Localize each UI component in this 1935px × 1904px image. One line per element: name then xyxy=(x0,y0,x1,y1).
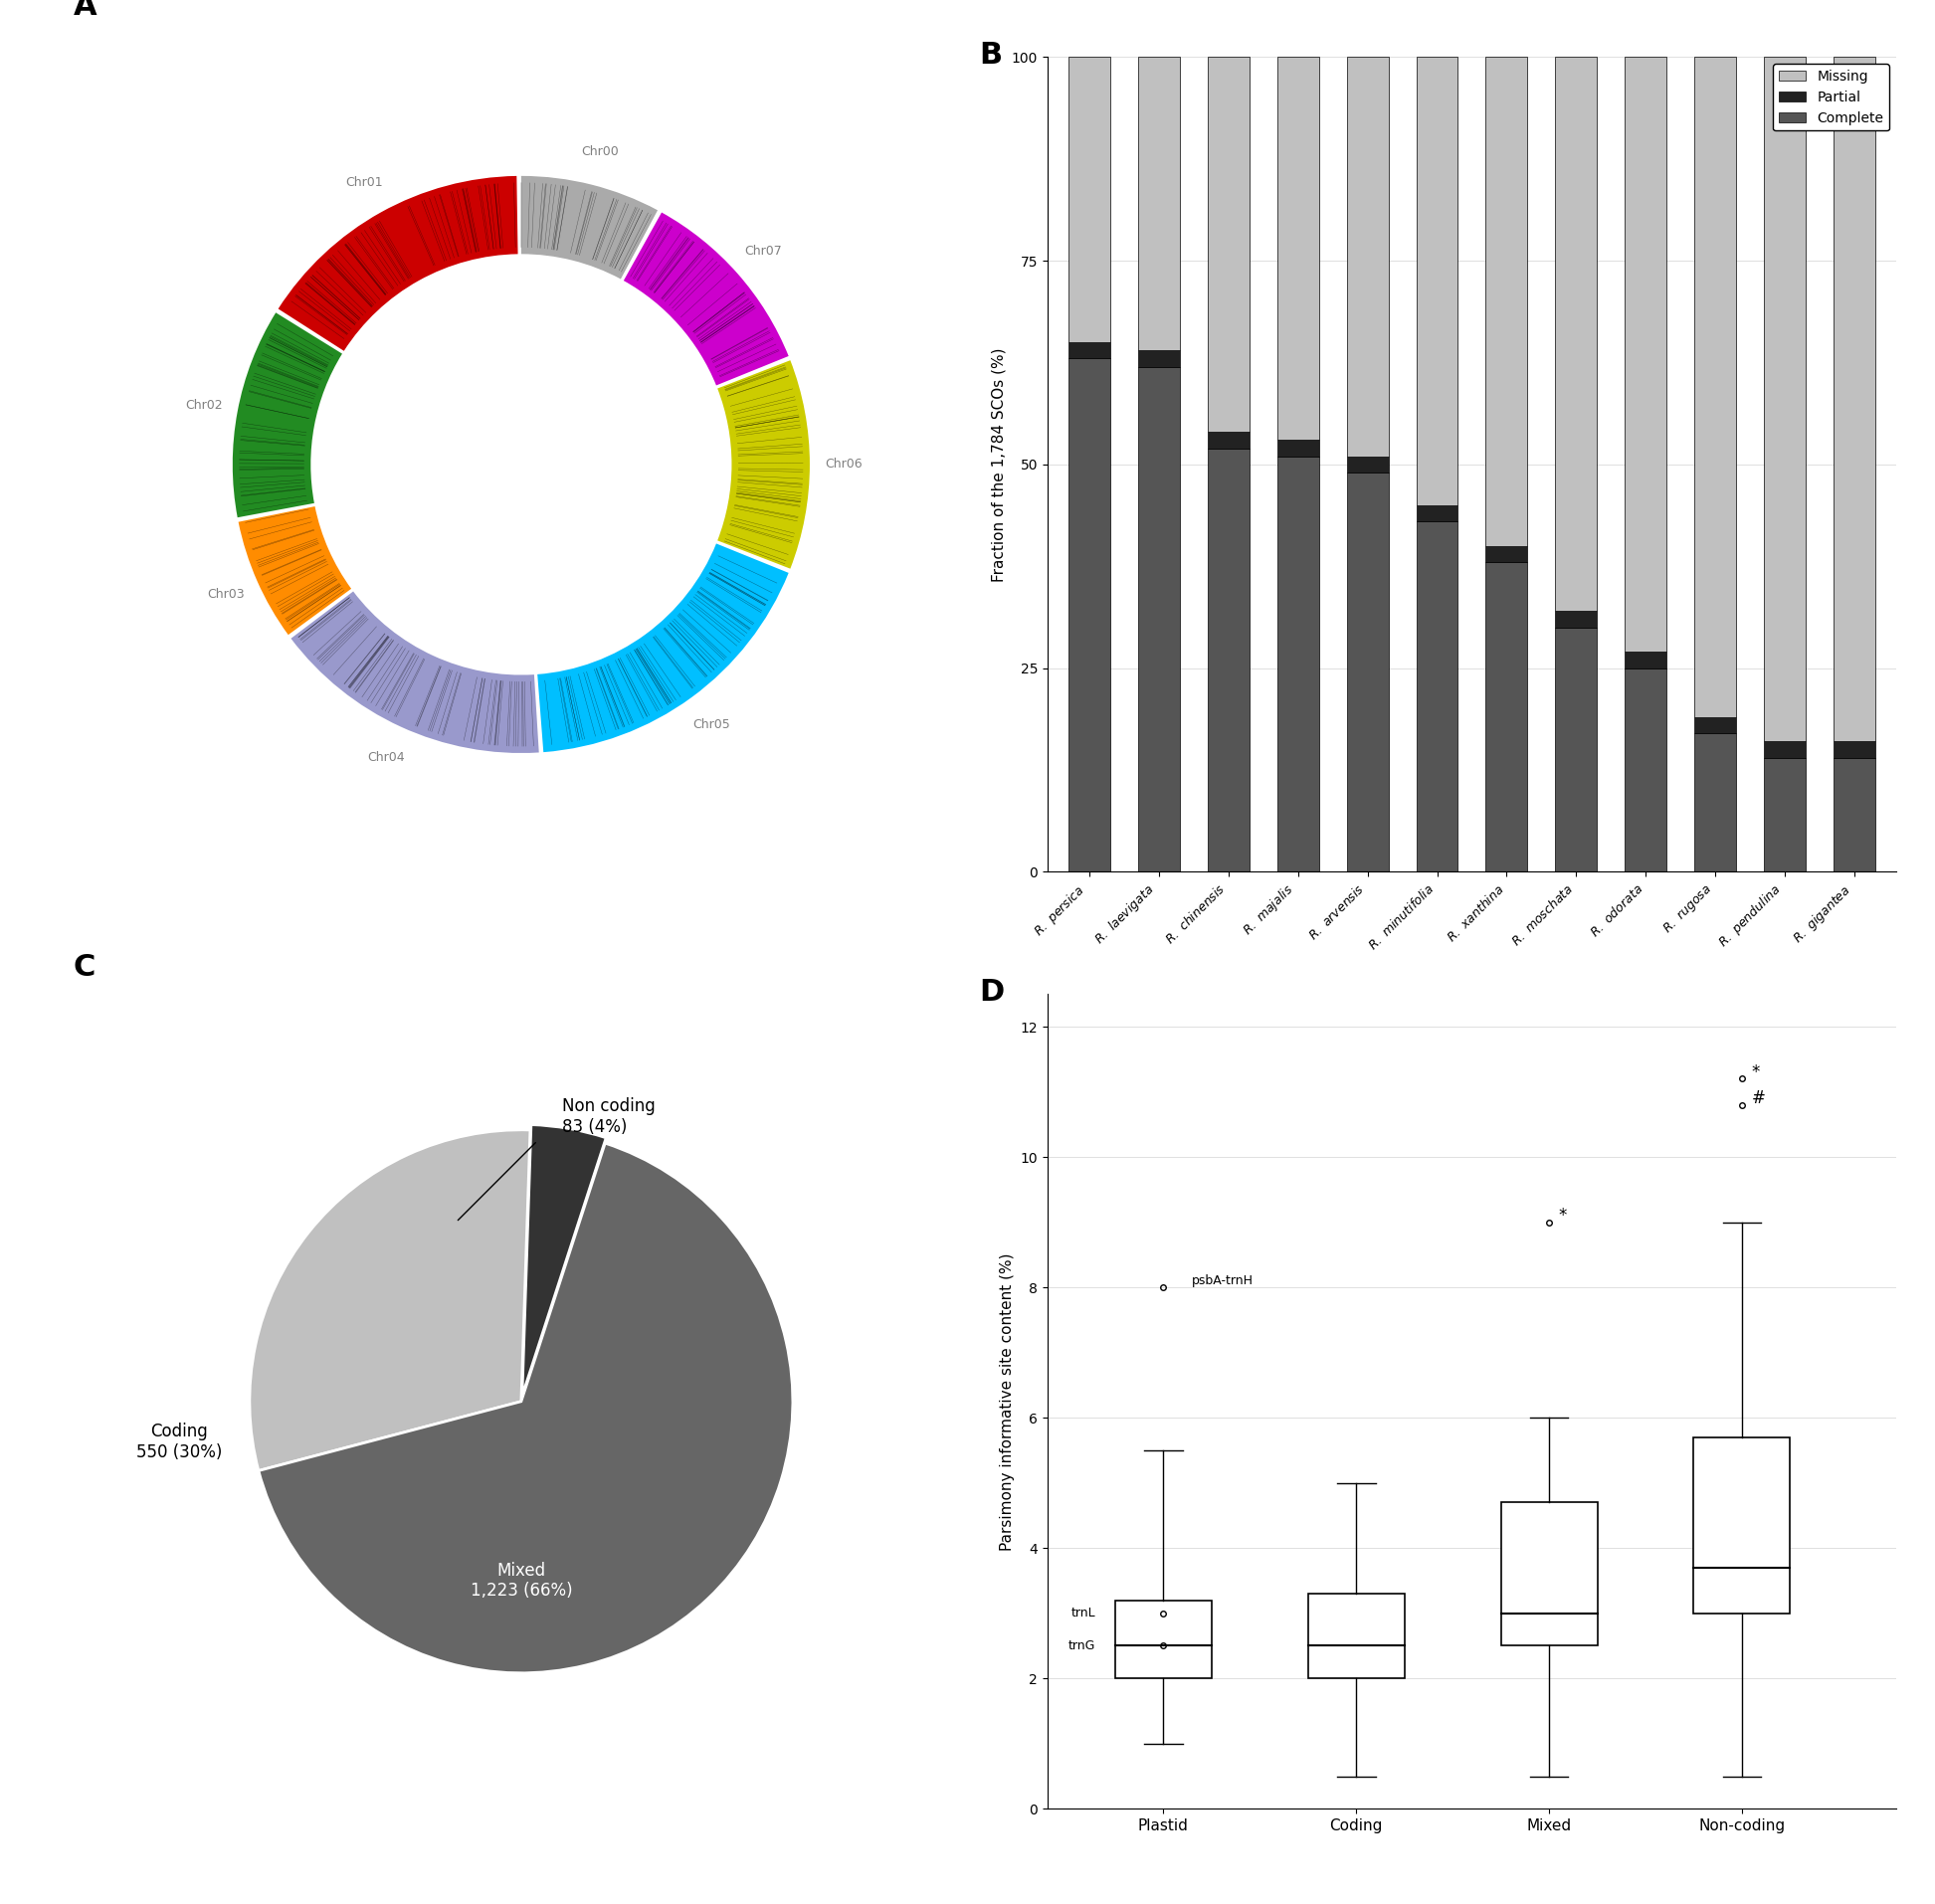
Text: Non coding
83 (4%): Non coding 83 (4%) xyxy=(561,1097,656,1135)
Text: psbA-trnH: psbA-trnH xyxy=(1192,1274,1254,1287)
Bar xyxy=(1556,57,1596,611)
Text: *: * xyxy=(1560,1207,1567,1224)
Text: Mixed
1,223 (66%): Mixed 1,223 (66%) xyxy=(470,1561,573,1599)
Bar xyxy=(1556,611,1596,628)
Bar xyxy=(1068,358,1111,872)
Bar xyxy=(1834,741,1875,758)
Bar xyxy=(1068,343,1111,358)
Bar xyxy=(1502,1502,1596,1645)
Wedge shape xyxy=(238,506,352,634)
Bar xyxy=(1207,447,1250,872)
Text: Chr07: Chr07 xyxy=(745,244,782,257)
Bar xyxy=(1486,562,1527,872)
Text: Chr02: Chr02 xyxy=(186,398,223,411)
Text: Chr04: Chr04 xyxy=(368,750,404,764)
Wedge shape xyxy=(522,1125,606,1396)
Bar xyxy=(1138,367,1180,872)
Text: *: * xyxy=(1751,1062,1761,1081)
Text: B: B xyxy=(979,40,1002,70)
Wedge shape xyxy=(250,1129,530,1470)
Wedge shape xyxy=(623,213,789,385)
Bar xyxy=(1695,733,1736,872)
Bar xyxy=(1765,57,1805,741)
Wedge shape xyxy=(521,175,658,280)
Text: D: D xyxy=(979,979,1004,1007)
Bar xyxy=(1347,57,1389,457)
Bar xyxy=(1277,57,1320,440)
Bar xyxy=(1693,1438,1790,1613)
Bar xyxy=(1308,1594,1405,1679)
Bar xyxy=(1416,522,1457,872)
Wedge shape xyxy=(232,312,342,518)
Bar xyxy=(1765,741,1805,758)
Bar xyxy=(1068,57,1111,343)
Bar xyxy=(1277,440,1320,457)
Text: trnG: trnG xyxy=(1068,1639,1095,1653)
Bar xyxy=(1347,472,1389,872)
Wedge shape xyxy=(538,543,789,752)
Text: A: A xyxy=(74,0,97,21)
Legend: Missing, Partial, Complete: Missing, Partial, Complete xyxy=(1772,65,1889,131)
Bar xyxy=(1138,57,1180,350)
Y-axis label: Parsimony informative site content (%): Parsimony informative site content (%) xyxy=(1000,1253,1014,1550)
Wedge shape xyxy=(279,175,519,350)
Bar xyxy=(1207,432,1250,447)
Text: Chr01: Chr01 xyxy=(346,177,383,188)
Bar xyxy=(1416,57,1457,505)
Bar xyxy=(1625,57,1666,651)
Bar xyxy=(1277,457,1320,872)
Bar xyxy=(1486,546,1527,562)
Bar xyxy=(1695,718,1736,733)
Text: Chr03: Chr03 xyxy=(207,588,246,602)
Bar xyxy=(1138,350,1180,367)
Wedge shape xyxy=(259,1142,793,1674)
Text: Chr05: Chr05 xyxy=(693,718,729,731)
Wedge shape xyxy=(290,592,540,754)
Y-axis label: Fraction of the 1,784 SCOs (%): Fraction of the 1,784 SCOs (%) xyxy=(991,347,1006,581)
Text: trnL: trnL xyxy=(1072,1607,1095,1620)
Bar xyxy=(1486,57,1527,546)
Bar xyxy=(1695,57,1736,718)
Bar xyxy=(1625,651,1666,668)
Bar xyxy=(1834,758,1875,872)
Text: Chr00: Chr00 xyxy=(580,145,619,158)
Bar xyxy=(1625,668,1666,872)
Text: Chr06: Chr06 xyxy=(824,459,863,470)
Text: #: # xyxy=(1751,1089,1765,1108)
Bar xyxy=(1765,758,1805,872)
Wedge shape xyxy=(718,360,809,569)
Bar xyxy=(1347,457,1389,472)
Text: C: C xyxy=(74,954,95,982)
Bar xyxy=(1207,57,1250,432)
Bar xyxy=(1834,57,1875,741)
Bar xyxy=(1416,505,1457,522)
Bar xyxy=(1115,1599,1211,1679)
Bar xyxy=(1556,628,1596,872)
Text: Coding
550 (30%): Coding 550 (30%) xyxy=(135,1422,223,1462)
